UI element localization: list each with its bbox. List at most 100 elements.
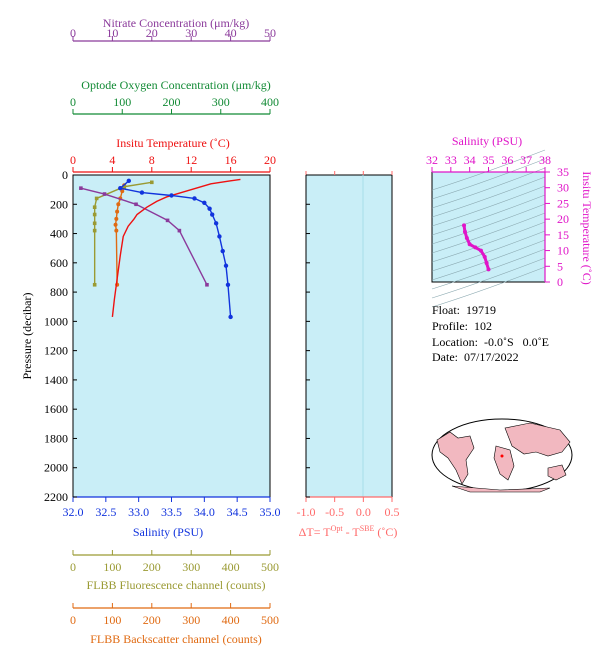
world-map-landmass-australia: [547, 464, 567, 481]
nitrate-point: [134, 202, 138, 207]
pressure-tick-label: 800: [50, 285, 68, 299]
oxygen-tick-label: 100: [113, 95, 131, 109]
ts-temperature-tick-label: 25: [557, 196, 569, 210]
nitrate-tick-label: 50: [264, 26, 276, 40]
ts-temperature-tick-label: 30: [557, 181, 569, 195]
temperature-tick-label: 12: [185, 153, 197, 167]
world-map-landmass-eurasia: [504, 422, 571, 457]
float-id-text: Float: 19719: [432, 303, 497, 317]
nitrate-tick-label: 0: [70, 26, 76, 40]
ts-density-contour: [431, 212, 546, 254]
fluorescence-tick-label: 100: [103, 560, 121, 574]
ts-density-contour: [431, 167, 546, 209]
salinity-point: [126, 178, 132, 184]
ts-density-contour: [431, 239, 546, 281]
temperature-axis-label: Insitu Temperature (˚C): [116, 136, 230, 150]
pressure-tick-label: 2200: [44, 490, 68, 504]
fluorescence-point: [92, 282, 97, 287]
backscatter-point: [115, 209, 120, 214]
ts-curve-point: [486, 267, 491, 272]
ts-density-contour: [431, 257, 546, 299]
temperature-tick-label: 8: [149, 153, 155, 167]
fluorescence-point: [94, 196, 99, 201]
salinity-tick-label: 34.0: [194, 505, 215, 519]
profile-number-text: Profile: 102: [432, 319, 492, 333]
backscatter-point: [113, 222, 118, 227]
salinity-point: [220, 248, 225, 254]
backscatter-tick-label: 300: [182, 613, 200, 627]
backscatter-point: [116, 202, 121, 207]
fluorescence-tick-label: 300: [182, 560, 200, 574]
salinity-axis-label: Salinity (PSU): [133, 525, 203, 539]
ts-density-contour: [431, 194, 546, 236]
fluorescence-point: [92, 228, 97, 233]
world-map-landmass-antarctica: [451, 485, 551, 493]
ts-density-contour: [431, 248, 546, 290]
salinity-point: [228, 314, 233, 320]
backscatter-tick-label: 400: [222, 613, 240, 627]
ts-salinity-tick-label: 34: [464, 153, 476, 167]
ts-temperature-tick-label: 20: [557, 212, 569, 226]
backscatter-tick-label: 0: [70, 613, 76, 627]
fluorescence-tick-label: 500: [261, 560, 279, 574]
ts-curve-point: [462, 229, 467, 234]
delta-t-axis-label: ΔT= TOpt - TSBE (˚C): [299, 524, 398, 539]
temperature-tick-label: 0: [70, 153, 76, 167]
salinity-point: [169, 193, 174, 198]
ts-salinity-tick-label: 32: [426, 153, 438, 167]
fluorescence-tick-label: 400: [222, 560, 240, 574]
pressure-tick-label: 1600: [44, 402, 68, 416]
pressure-tick-label: 400: [50, 227, 68, 241]
salinity-tick-label: 34.5: [227, 505, 248, 519]
ts-density-contour: [431, 203, 546, 245]
temperature-tick-label: 16: [225, 153, 237, 167]
ts-curve-point: [473, 245, 478, 250]
salinity-tick-label: 33.0: [128, 505, 149, 519]
salinity-point: [207, 206, 212, 211]
fluorescence-point: [122, 184, 127, 189]
salinity-point: [213, 221, 219, 226]
backscatter-point: [114, 228, 119, 233]
backscatter-point: [114, 216, 119, 221]
fluorescence-tick-label: 0: [70, 560, 76, 574]
salinity-tick-label: 35.0: [260, 505, 281, 519]
nitrate-tick-label: 30: [185, 26, 197, 40]
oxygen-tick-label: 300: [212, 95, 230, 109]
temperature-line: [111, 178, 241, 318]
nitrate-tick-label: 40: [225, 26, 237, 40]
ts-curve-point: [467, 242, 472, 247]
ts-temperature-tick-label: 5: [557, 259, 563, 273]
pressure-tick-label: 0: [62, 168, 68, 182]
pressure-tick-label: 2000: [44, 461, 68, 475]
oxygen-tick-label: 0: [70, 95, 76, 109]
nitrate-point: [165, 218, 170, 223]
ts-curve-point: [462, 223, 467, 228]
date-text: Date: 07/17/2022: [432, 350, 519, 364]
ts-density-contour: [431, 221, 546, 263]
ts-curve-point: [464, 236, 469, 240]
ts-salinity-tick-label: 36: [501, 153, 513, 167]
deltat-tick-label: 0.5: [385, 505, 400, 519]
salinity-point: [202, 200, 207, 206]
ts-curve-point: [478, 248, 483, 253]
fluorescence-point: [92, 212, 97, 217]
salinity-tick-label: 33.5: [161, 505, 182, 519]
salinity-point: [192, 196, 197, 201]
salinity-point: [139, 190, 145, 195]
ts-salinity-tick-label: 37: [520, 153, 532, 167]
backscatter-tick-label: 200: [143, 613, 161, 627]
main-plot-area: [72, 174, 271, 498]
pressure-tick-label: 1800: [44, 431, 68, 445]
salinity-point: [217, 234, 222, 239]
ts-salinity-tick-label: 33: [445, 153, 457, 167]
fluorescence-point: [92, 221, 97, 226]
ts-curve-point: [484, 261, 489, 266]
deltat-tick-label: -0.5: [325, 505, 344, 519]
float-location-marker: [500, 454, 504, 458]
pressure-tick-label: 1000: [44, 314, 68, 328]
salinity-tick-label: 32.0: [63, 505, 84, 519]
ts-density-contour: [431, 158, 546, 200]
